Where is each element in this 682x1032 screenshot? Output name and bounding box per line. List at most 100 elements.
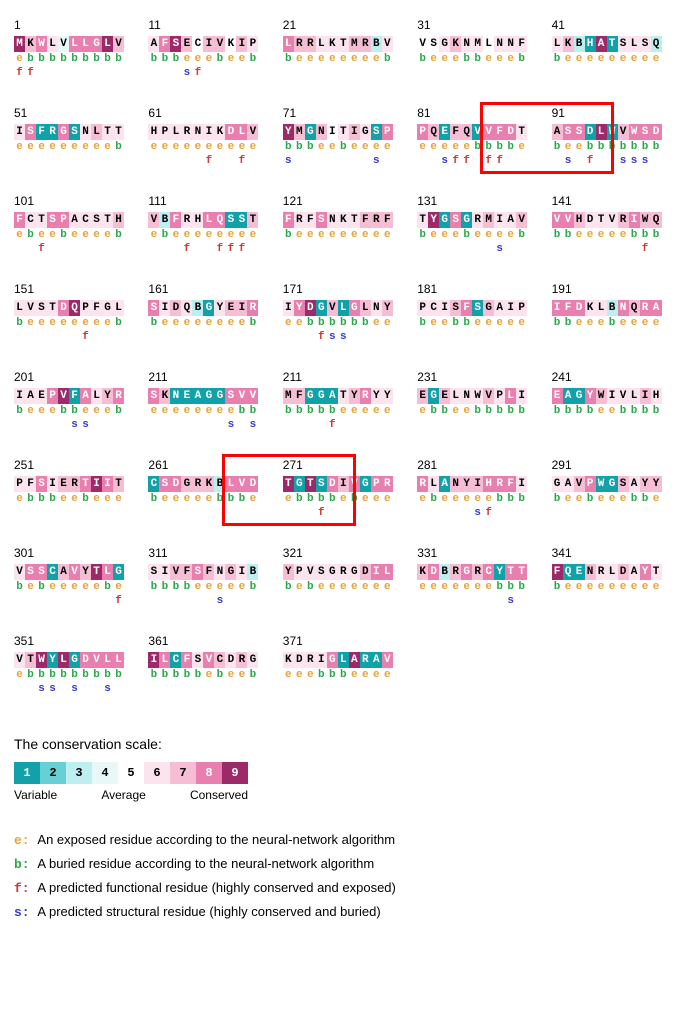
exposure-cell: e <box>596 580 607 594</box>
function-cell <box>214 418 225 432</box>
function-cell: s <box>494 242 505 256</box>
residue-cell: Y <box>428 212 439 228</box>
residue-cell: F <box>159 36 170 52</box>
function-cell <box>349 418 360 432</box>
function-cell <box>80 154 91 168</box>
residue-cell: I <box>327 124 338 140</box>
residue-cell: G <box>91 36 102 52</box>
function-cell <box>294 682 305 696</box>
function-cell: f <box>316 506 327 520</box>
function-cell <box>316 594 327 608</box>
function-cell: s <box>69 418 80 432</box>
exposure-cell: b <box>294 404 305 418</box>
function-cell <box>585 594 596 608</box>
exposure-cell: e <box>14 228 25 242</box>
exposure-cell: b <box>516 404 527 418</box>
function-cell <box>618 242 629 256</box>
function-cell <box>360 506 371 520</box>
sequence-row: VBFRHLQSST <box>148 212 264 228</box>
exposure-cell: e <box>607 580 618 594</box>
exposure-cell: b <box>214 492 225 506</box>
function-row <box>417 330 533 344</box>
residue-cell: Q <box>181 300 192 316</box>
function-row: s <box>148 594 264 608</box>
residue-cell: D <box>247 476 258 492</box>
function-cell <box>607 506 618 520</box>
residue-cell: I <box>349 124 360 140</box>
function-cell <box>338 682 349 696</box>
residue-cell: S <box>563 124 574 140</box>
exposure-cell: b <box>148 492 159 506</box>
residue-cell: C <box>483 564 494 580</box>
residue-cell: I <box>91 476 102 492</box>
function-cell <box>58 242 69 256</box>
function-cell <box>516 330 527 344</box>
residue-cell: R <box>305 36 316 52</box>
exposure-cell: b <box>618 140 629 154</box>
residue-cell: K <box>338 212 349 228</box>
sequence-row: TYGSGRMIAV <box>417 212 533 228</box>
residue-cell: C <box>428 300 439 316</box>
exposure-cell: b <box>483 140 494 154</box>
exposure-cell: b <box>159 668 170 682</box>
residue-cell: Q <box>69 300 80 316</box>
exposure-cell: e <box>181 316 192 330</box>
legend-key-symbol: b: <box>14 857 37 872</box>
function-cell <box>91 506 102 520</box>
function-row: sf <box>148 66 264 80</box>
residue-cell: L <box>236 124 247 140</box>
exposure-cell: e <box>102 228 113 242</box>
block-start-position: 101 <box>14 194 130 208</box>
exposure-cell: e <box>472 580 483 594</box>
function-cell <box>640 594 651 608</box>
block-start-position: 11 <box>148 18 264 32</box>
residue-cell: L <box>629 388 640 404</box>
residue-cell: F <box>305 212 316 228</box>
residue-cell: T <box>417 212 428 228</box>
residue-cell: F <box>563 300 574 316</box>
residue-cell: L <box>47 36 58 52</box>
residue-cell: F <box>170 212 181 228</box>
sequence-row: IYDGVLGLNY <box>283 300 399 316</box>
residue-cell: Q <box>651 212 662 228</box>
block-start-position: 321 <box>283 546 399 560</box>
function-cell <box>360 330 371 344</box>
function-cell <box>170 242 181 256</box>
exposure-cell: b <box>417 52 428 66</box>
function-cell <box>47 330 58 344</box>
residue-cell: T <box>80 476 91 492</box>
residue-cell: C <box>80 212 91 228</box>
residue-cell: E <box>58 476 69 492</box>
exposure-cell: e <box>305 52 316 66</box>
exposure-cell: e <box>91 580 102 594</box>
function-cell <box>192 418 203 432</box>
exposure-cell: e <box>371 52 382 66</box>
exposure-cell: e <box>148 140 159 154</box>
residue-cell: G <box>327 652 338 668</box>
exposure-cell: e <box>651 580 662 594</box>
residue-cell: I <box>159 564 170 580</box>
function-cell <box>629 418 640 432</box>
exposure-cell: e <box>80 580 91 594</box>
function-cell <box>552 418 563 432</box>
exposure-cell: e <box>36 404 47 418</box>
function-cell: s <box>80 418 91 432</box>
function-cell <box>14 242 25 256</box>
exposure-cell: b <box>14 580 25 594</box>
function-cell <box>102 594 113 608</box>
residue-cell: V <box>170 564 181 580</box>
exposure-cell: e <box>450 580 461 594</box>
function-cell <box>305 242 316 256</box>
exposure-cell: e <box>214 228 225 242</box>
exposure-cell: b <box>472 52 483 66</box>
function-cell <box>113 242 124 256</box>
block-start-position: 311 <box>148 546 264 560</box>
exposure-cell: e <box>203 52 214 66</box>
function-cell <box>640 506 651 520</box>
residue-cell: S <box>91 212 102 228</box>
function-cell <box>382 682 393 696</box>
residue-cell: A <box>505 212 516 228</box>
exposure-cell: b <box>283 580 294 594</box>
residue-cell: N <box>192 124 203 140</box>
function-cell <box>225 330 236 344</box>
